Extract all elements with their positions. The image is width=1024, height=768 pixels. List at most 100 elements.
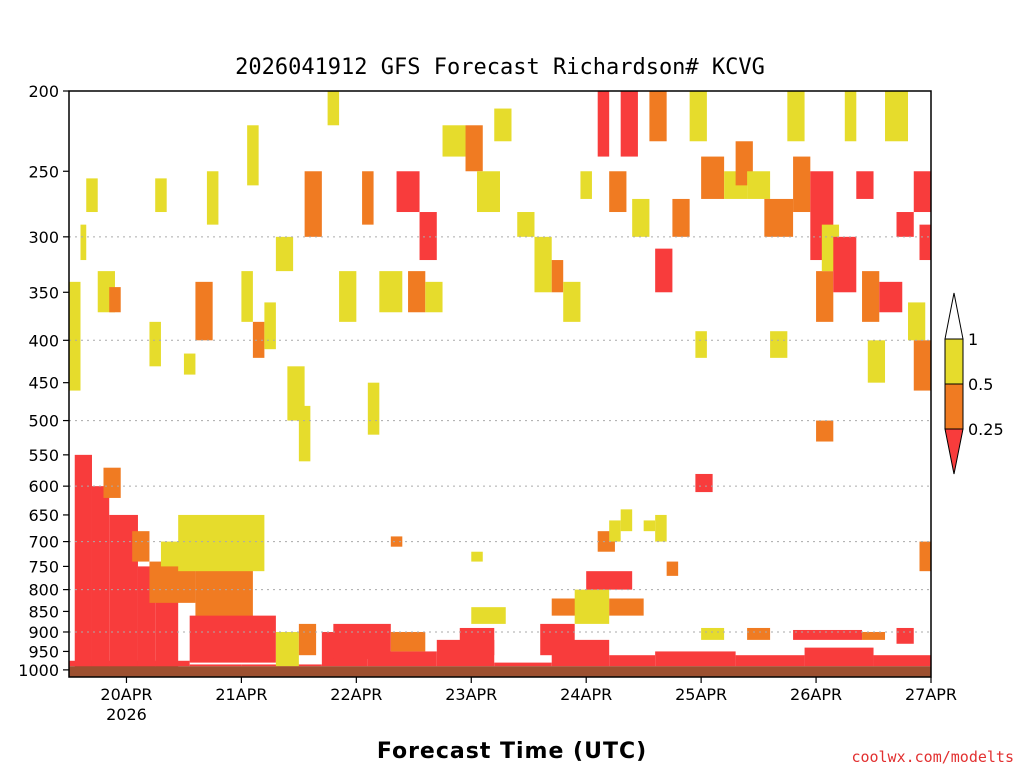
heatmap-cell [459, 627, 495, 656]
heatmap-cell [862, 271, 880, 322]
heatmap-cell [362, 171, 374, 225]
heatmap-cell [333, 623, 391, 659]
heatmap-cell [178, 514, 265, 572]
heatmap-cell [649, 91, 667, 142]
heatmap-cell [390, 631, 426, 652]
heatmap-cell [275, 631, 299, 667]
y-tick-label: 800 [28, 581, 59, 600]
legend-level-label: 0.25 [968, 420, 1004, 439]
heatmap-cell [298, 405, 311, 462]
heatmap-cell [620, 91, 638, 157]
heatmap-cell [304, 171, 322, 237]
heatmap-cell [494, 108, 512, 142]
y-tick-label: 300 [28, 228, 59, 247]
heatmap-cell [471, 551, 483, 562]
heatmap-cell [747, 627, 771, 640]
y-tick-label: 950 [28, 642, 59, 661]
chart-title: 2026041912 GFS Forecast Richardson# KCVG [235, 55, 765, 80]
x-axis-label: Forecast Time (UTC) [377, 739, 647, 764]
y-tick-label: 450 [28, 374, 59, 393]
heatmap-cell [695, 473, 713, 493]
x-tick-label: 26APR [790, 685, 842, 704]
x-tick-label: 22APR [330, 685, 382, 704]
y-tick-label: 700 [28, 533, 59, 552]
heatmap-cell [816, 420, 834, 442]
heatmap-cell [913, 340, 931, 391]
y-tick-label: 600 [28, 477, 59, 496]
heatmap-cell [189, 615, 276, 663]
x-tick-label: 20APR [100, 685, 152, 704]
ground-band [69, 666, 931, 677]
heatmap-cell [764, 198, 794, 237]
heatmap-cell [862, 631, 886, 640]
heatmap-cell [367, 382, 380, 435]
heatmap-cell [91, 486, 110, 670]
surface-cell [735, 655, 805, 667]
heatmap-cell [879, 281, 903, 313]
heatmap-cell [195, 281, 213, 341]
legend-level-label: 1 [968, 330, 978, 349]
heatmap-cell [517, 212, 535, 237]
y-tick-label: 1000 [18, 661, 59, 680]
heatmap-cell [327, 91, 340, 126]
heatmap-cell [896, 627, 914, 644]
y-axis: 200 250 300 350 400 450 500 550 600 650 700 750 800 8… [18, 82, 69, 680]
heatmap-cell [206, 171, 219, 225]
legend-swatch-yellow [944, 338, 964, 385]
heatmap-cell [908, 302, 926, 341]
heatmap-cell [69, 281, 81, 391]
heatmap-cell [247, 125, 259, 186]
plot-border [68, 90, 932, 678]
heatmap-cell [339, 271, 357, 322]
y-tick-label: 850 [28, 602, 59, 621]
heatmap-cell [241, 271, 253, 322]
heatmap-cell [264, 302, 276, 350]
heatmap-cell [580, 171, 592, 199]
y-tick-label: 200 [28, 82, 59, 101]
heatmap-cell [770, 331, 788, 358]
heatmap-cell [793, 629, 863, 640]
x-tick-label: 23APR [445, 685, 497, 704]
heatmap-cell [80, 224, 87, 261]
heatmap-cell [833, 236, 857, 293]
heatmap-cell [701, 627, 725, 640]
legend-over-arrow [944, 292, 964, 340]
heatmap-cell [695, 331, 707, 358]
heatmap-cell [609, 598, 644, 616]
heatmap-cell [747, 171, 771, 199]
heatmap-cell [183, 353, 196, 375]
heatmap-cell [701, 156, 725, 199]
y-tick-label: 400 [28, 331, 59, 350]
heatmap-cell [74, 454, 92, 670]
heatmap-cell [534, 236, 552, 293]
heatmap-cell [666, 561, 679, 576]
heatmap-cell [856, 171, 874, 199]
surface-cell [609, 655, 656, 667]
x-tick-label: 24APR [560, 685, 612, 704]
heatmap-cell [896, 212, 914, 237]
heatmap-cell [419, 212, 437, 261]
heatmap-cell [563, 281, 581, 322]
heatmap-cell [390, 536, 403, 547]
heatmap-cell [298, 623, 317, 656]
y-tick-label: 550 [28, 446, 59, 465]
heatmap-cell [425, 281, 443, 313]
heatmap-cell [919, 224, 931, 261]
y-tick-label: 750 [28, 557, 59, 576]
heatmap-cell [551, 260, 564, 293]
heatmap-cell [149, 321, 161, 367]
heatmap-cell [643, 520, 656, 532]
heatmap-cell [867, 340, 886, 383]
colorbar-legend: 1 0.5 0.25 [944, 292, 1004, 475]
heatmap-cell [793, 156, 811, 213]
heatmap-cell [379, 271, 403, 313]
y-tick-label: 650 [28, 506, 59, 525]
legend-level-label: 0.5 [968, 375, 993, 394]
surface-cell [494, 662, 552, 667]
heatmap-cell [465, 125, 483, 172]
credit-text: coolwx.com/modelts [851, 748, 1014, 766]
heatmap-cell [442, 125, 466, 157]
heatmap-cell [655, 514, 667, 542]
heatmap-cell [540, 623, 575, 656]
